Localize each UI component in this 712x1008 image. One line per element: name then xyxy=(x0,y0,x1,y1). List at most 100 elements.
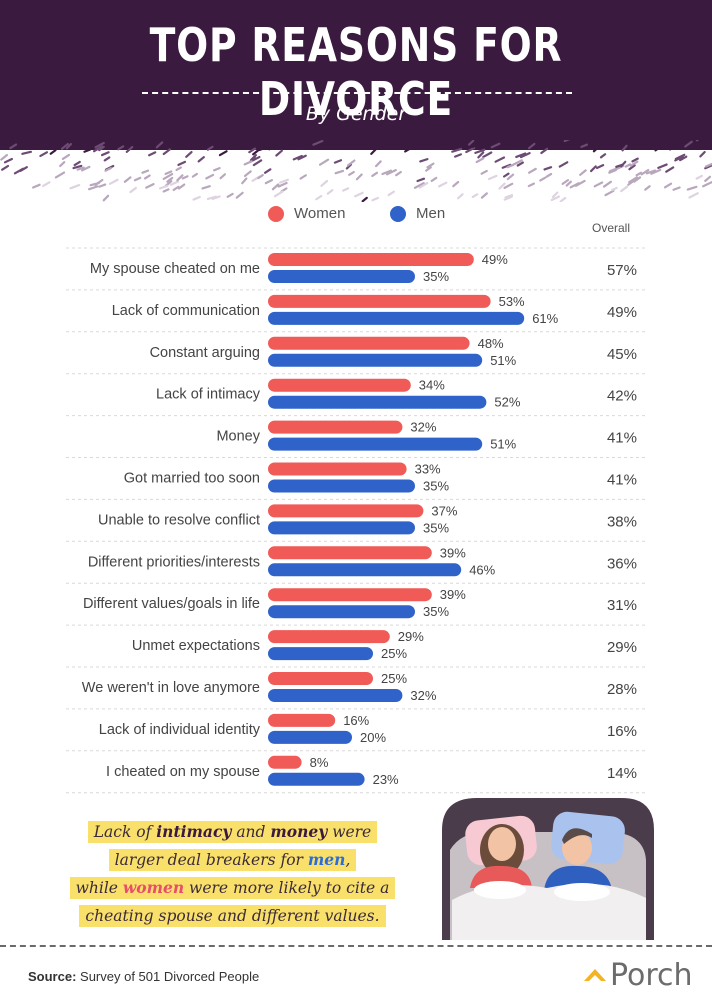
confetti-dash xyxy=(269,141,279,147)
footer-divider xyxy=(0,945,712,947)
confetti-dash xyxy=(42,181,51,188)
legend-men-label: Men xyxy=(416,205,446,222)
confetti-dash xyxy=(527,142,536,150)
value-label-men: 35% xyxy=(423,269,449,284)
value-label-women: 8% xyxy=(310,755,329,770)
confetti-dash xyxy=(559,196,567,202)
confetti-dash xyxy=(177,183,186,190)
confetti-dash xyxy=(102,194,110,202)
confetti-dash xyxy=(318,158,330,166)
confetti-dash xyxy=(684,140,693,148)
confetti-dash xyxy=(98,183,107,188)
confetti-dash xyxy=(595,164,605,170)
value-label-men: 52% xyxy=(494,395,520,410)
confetti-dash xyxy=(678,155,688,162)
confetti-dash xyxy=(654,145,662,152)
value-label-women: 16% xyxy=(343,713,369,728)
overall-value: 42% xyxy=(607,388,637,405)
confetti-dash xyxy=(54,171,66,179)
bar-men xyxy=(268,353,483,367)
confetti-dash xyxy=(593,181,604,188)
confetti-dash xyxy=(503,195,513,201)
confetti-dash xyxy=(162,188,170,193)
confetti-dash xyxy=(490,142,501,149)
overall-value: 16% xyxy=(607,723,637,740)
page-subtitle: By Gender xyxy=(305,103,407,125)
confetti-dash xyxy=(177,160,187,167)
callout-box: Lack of intimacy and money were larger d… xyxy=(60,818,405,930)
confetti-dash xyxy=(413,182,425,189)
bar-men xyxy=(268,563,462,577)
confetti-dash xyxy=(503,172,510,178)
confetti-dash xyxy=(176,174,184,182)
confetti-dash xyxy=(123,176,132,183)
bar-women xyxy=(268,588,432,602)
bar-women xyxy=(268,713,336,727)
bar-women xyxy=(268,294,491,308)
confetti-dash xyxy=(73,160,81,167)
value-label-women: 39% xyxy=(440,587,466,602)
confetti-dash xyxy=(387,190,395,197)
confetti-dash xyxy=(275,149,284,157)
confetti-dash xyxy=(241,177,248,185)
callout-line-3: while women were more likely to cite a xyxy=(60,874,405,902)
confetti-dash xyxy=(592,145,600,153)
confetti-dash xyxy=(112,143,124,150)
confetti-dash xyxy=(117,145,125,151)
confetti-dash xyxy=(487,174,498,181)
confetti-dash xyxy=(365,140,374,144)
confetti-dash xyxy=(457,193,464,200)
confetti-dash xyxy=(635,171,643,177)
confetti-dash xyxy=(271,183,280,191)
confetti-dash xyxy=(501,163,512,169)
confetti-dash xyxy=(206,195,217,201)
confetti-dash xyxy=(512,159,523,166)
confetti-dash xyxy=(650,142,661,149)
confetti-dash xyxy=(191,172,198,178)
legend-women-dot xyxy=(268,205,284,222)
confetti-dash xyxy=(252,148,260,156)
confetti-dash xyxy=(92,145,104,153)
value-label-women: 37% xyxy=(431,503,457,518)
confetti-dash xyxy=(702,181,712,188)
confetti-dash xyxy=(704,175,712,182)
confetti-dash xyxy=(628,164,636,171)
confetti-dash xyxy=(73,140,78,143)
value-label-men: 20% xyxy=(360,730,386,745)
confetti-dash xyxy=(72,164,83,170)
overall-value: 45% xyxy=(607,346,637,363)
confetti-dash xyxy=(263,168,272,174)
confetti-dash xyxy=(430,176,438,183)
confetti-dash xyxy=(502,140,509,142)
confetti-dash xyxy=(248,147,257,154)
value-label-men: 35% xyxy=(423,479,449,494)
value-label-men: 35% xyxy=(423,520,449,535)
confetti-dash xyxy=(145,183,155,189)
confetti-dash xyxy=(370,148,377,155)
confetti-dash xyxy=(574,179,586,187)
overall-value: 28% xyxy=(607,681,637,698)
confetti-dash xyxy=(477,151,485,159)
confetti-dash xyxy=(620,185,629,193)
confetti-dash xyxy=(162,172,174,181)
confetti-dash xyxy=(437,181,448,188)
legend-men: Men xyxy=(390,205,445,222)
confetti-dash xyxy=(342,187,350,192)
confetti-dash xyxy=(665,166,675,173)
confetti-dash xyxy=(249,154,257,161)
confetti-dash xyxy=(516,161,524,167)
confetti-dash xyxy=(452,180,460,188)
confetti-dash xyxy=(355,173,363,181)
category-label: I cheated on my spouse xyxy=(106,764,260,780)
confetti-dash xyxy=(381,169,393,176)
confetti-dash xyxy=(482,151,493,159)
confetti-dash xyxy=(480,192,488,199)
bar-men xyxy=(268,479,415,493)
value-label-women: 49% xyxy=(482,252,508,267)
confetti-dash xyxy=(124,140,134,145)
confetti-dash xyxy=(475,157,485,164)
value-label-men: 32% xyxy=(410,688,436,703)
confetti-dash xyxy=(83,148,92,153)
confetti-dash xyxy=(621,144,628,152)
confetti-dash xyxy=(181,175,189,180)
